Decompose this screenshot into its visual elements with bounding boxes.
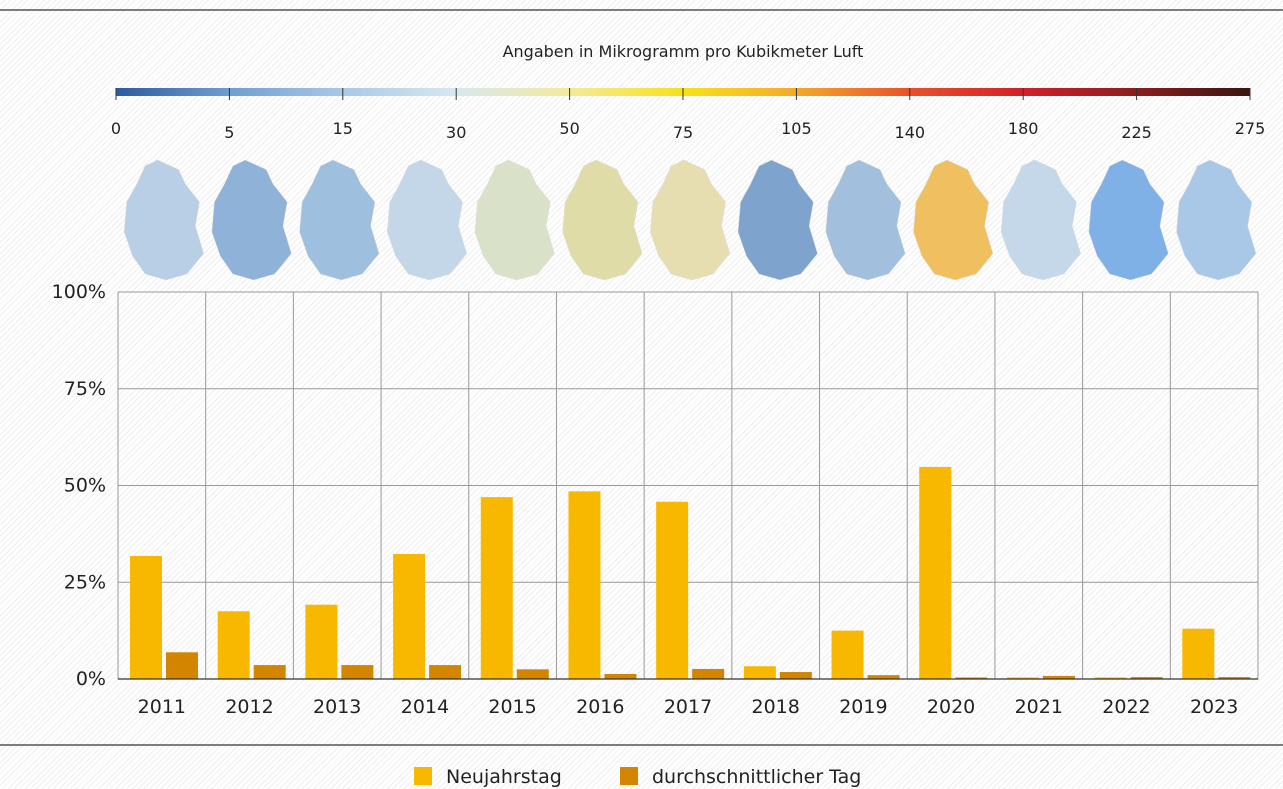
legend-swatch <box>620 767 638 785</box>
colorbar-label: 0 <box>111 119 121 138</box>
bar <box>656 501 689 679</box>
map <box>1088 159 1169 281</box>
bar <box>480 497 513 679</box>
colorbar-title: Angaben in Mikrogramm pro Kubikmeter Luf… <box>503 42 864 61</box>
x-tick-label: 2014 <box>401 696 449 718</box>
bar <box>393 553 426 679</box>
bar <box>1042 675 1075 679</box>
x-tick-label: 2019 <box>839 696 887 718</box>
map <box>474 159 555 281</box>
bar <box>919 466 952 679</box>
x-tick-label: 2012 <box>225 696 273 718</box>
x-tick-label: 2022 <box>1102 696 1150 718</box>
y-tick-label: 50% <box>64 475 106 497</box>
map <box>1000 159 1081 281</box>
map <box>387 159 468 281</box>
x-tick-label: 2015 <box>488 696 536 718</box>
bar <box>692 668 725 679</box>
map <box>825 159 906 281</box>
x-tick-label: 2017 <box>664 696 712 718</box>
legend-label: durchschnittlicher Tag <box>652 766 861 788</box>
map <box>562 159 643 281</box>
y-tick-label: 75% <box>64 378 106 400</box>
bar <box>217 611 250 679</box>
colorbar-label: 180 <box>1008 119 1039 138</box>
bar <box>1218 677 1251 679</box>
colorbar-label: 140 <box>895 123 926 142</box>
y-tick-label: 25% <box>64 571 106 593</box>
y-tick-label: 0% <box>76 668 106 690</box>
bar <box>130 555 162 679</box>
bar <box>429 665 462 679</box>
bar <box>305 604 338 679</box>
bar <box>743 666 776 679</box>
bar <box>831 630 864 679</box>
colorbar-label: 225 <box>1121 123 1152 142</box>
colorbar-label: 5 <box>224 123 234 142</box>
x-tick-label: 2023 <box>1190 696 1238 718</box>
y-tick-label: 100% <box>52 281 106 303</box>
bar <box>341 665 374 679</box>
bar <box>166 652 198 679</box>
bar <box>568 491 601 679</box>
legend-swatch <box>414 767 432 785</box>
map <box>1176 159 1257 281</box>
colorbar-label: 275 <box>1235 119 1266 138</box>
bar <box>1006 677 1039 679</box>
map <box>913 159 994 281</box>
map <box>299 159 380 281</box>
bar <box>867 675 900 679</box>
map <box>123 159 204 281</box>
map <box>737 159 818 281</box>
bar <box>253 665 286 679</box>
map <box>211 159 292 281</box>
map <box>650 159 731 281</box>
colorbar-label: 105 <box>781 119 812 138</box>
x-tick-label: 2020 <box>927 696 975 718</box>
x-tick-label: 2013 <box>313 696 361 718</box>
bar <box>1182 628 1215 679</box>
bar <box>779 672 812 679</box>
colorbar-label: 15 <box>333 119 353 138</box>
bar <box>955 677 988 679</box>
legend-label: Neujahrstag <box>446 766 562 788</box>
x-tick-label: 2011 <box>138 696 186 718</box>
colorbar-label: 30 <box>446 123 466 142</box>
bar <box>1130 677 1163 679</box>
colorbar-label: 75 <box>673 123 693 142</box>
x-tick-label: 2018 <box>752 696 800 718</box>
colorbar-label: 50 <box>559 119 579 138</box>
x-tick-label: 2021 <box>1015 696 1063 718</box>
x-tick-label: 2016 <box>576 696 624 718</box>
bar <box>604 673 637 679</box>
bar <box>1094 677 1127 679</box>
bar <box>516 669 549 679</box>
